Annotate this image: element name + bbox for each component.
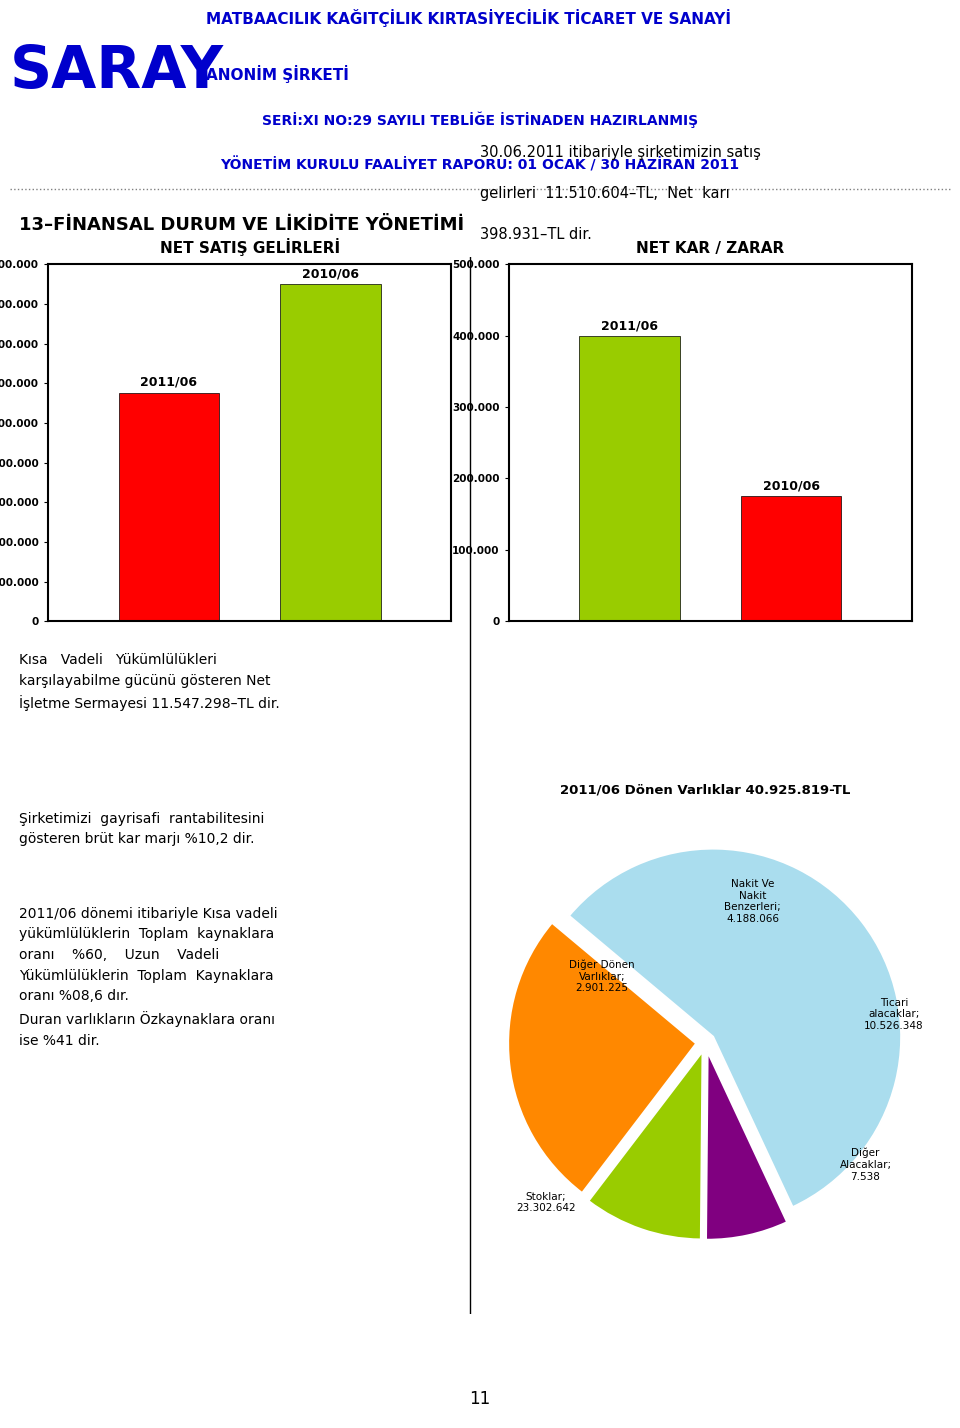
Text: YÖNETİM KURULU FAALİYET RAPORU: 01 OCAK / 30 HAZİRAN 2011: YÖNETİM KURULU FAALİYET RAPORU: 01 OCAK … bbox=[221, 157, 739, 173]
Text: Diğer
Alacaklar;
7.538: Diğer Alacaklar; 7.538 bbox=[839, 1148, 892, 1181]
Bar bbox=[580, 337, 681, 621]
Bar bbox=[741, 497, 841, 621]
Text: Nakit Ve
Nakit
Benzerleri;
4.188.066: Nakit Ve Nakit Benzerleri; 4.188.066 bbox=[724, 878, 781, 924]
Text: MATBAACILIK KAĞITÇİLIK KIRTASİYECİLİK TİCARET VE SANAYİ: MATBAACILIK KAĞITÇİLIK KIRTASİYECİLİK Tİ… bbox=[206, 9, 732, 27]
Wedge shape bbox=[588, 1051, 703, 1240]
Text: 2010/06: 2010/06 bbox=[762, 480, 820, 493]
Text: 398.931–TL dir.: 398.931–TL dir. bbox=[480, 227, 592, 243]
Bar bbox=[118, 393, 219, 621]
Text: 2011/06 dönemi itibariyle Kısa vadeli
yükümlülüklerin  Toplam  kaynaklara
oranı : 2011/06 dönemi itibariyle Kısa vadeli yü… bbox=[19, 907, 277, 1048]
Text: Kısa   Vadeli   Yükümlülükleri
karşılayabilme gücünü gösteren Net
İşletme Sermay: Kısa Vadeli Yükümlülükleri karşılayabilm… bbox=[19, 653, 280, 711]
Text: SERİ:XI NO:29 SAYILI TEBLİĞE İSTİNADEN HAZIRLANMIŞ: SERİ:XI NO:29 SAYILI TEBLİĞE İSTİNADEN H… bbox=[262, 111, 698, 129]
Text: 2011/06: 2011/06 bbox=[140, 376, 198, 388]
Text: SARAY: SARAY bbox=[10, 43, 224, 100]
Text: Diğer Dönen
Varlıklar;
2.901.225: Diğer Dönen Varlıklar; 2.901.225 bbox=[569, 960, 635, 994]
Text: 2010/06: 2010/06 bbox=[301, 267, 359, 280]
Bar bbox=[280, 284, 380, 621]
Text: 13–FİNANSAL DURUM VE LİKİDİTE YÖNETİMİ: 13–FİNANSAL DURUM VE LİKİDİTE YÖNETİMİ bbox=[19, 216, 465, 234]
Wedge shape bbox=[508, 922, 696, 1192]
Wedge shape bbox=[706, 1051, 787, 1240]
Text: 11: 11 bbox=[469, 1391, 491, 1408]
Text: Ticari
alacaklar;
10.526.348: Ticari alacaklar; 10.526.348 bbox=[864, 998, 924, 1031]
Text: 2011/06: 2011/06 bbox=[601, 320, 659, 333]
Text: 30.06.2011 itibariyle şirketimizin satış: 30.06.2011 itibariyle şirketimizin satış bbox=[480, 146, 761, 160]
Wedge shape bbox=[569, 848, 901, 1207]
Title: NET SATIŞ GELİRLERİ: NET SATIŞ GELİRLERİ bbox=[159, 238, 340, 256]
Title: 2011/06 Dönen Varlıklar 40.925.819-TL: 2011/06 Dönen Varlıklar 40.925.819-TL bbox=[561, 784, 851, 797]
Title: NET KAR / ZARAR: NET KAR / ZARAR bbox=[636, 241, 784, 256]
Text: Şirketimizi  gayrisafi  rantabilitesini
gösteren brüt kar marjı %10,2 dir.: Şirketimizi gayrisafi rantabilitesini gö… bbox=[19, 811, 265, 847]
Text: Stoklar;
23.302.642: Stoklar; 23.302.642 bbox=[516, 1191, 575, 1214]
Wedge shape bbox=[554, 915, 698, 1037]
Text: gelirleri  11.510.604–TL,  Net  karı: gelirleri 11.510.604–TL, Net karı bbox=[480, 186, 730, 201]
Text: ANONİM ŞİRKETİ: ANONİM ŞİRKETİ bbox=[206, 66, 349, 83]
